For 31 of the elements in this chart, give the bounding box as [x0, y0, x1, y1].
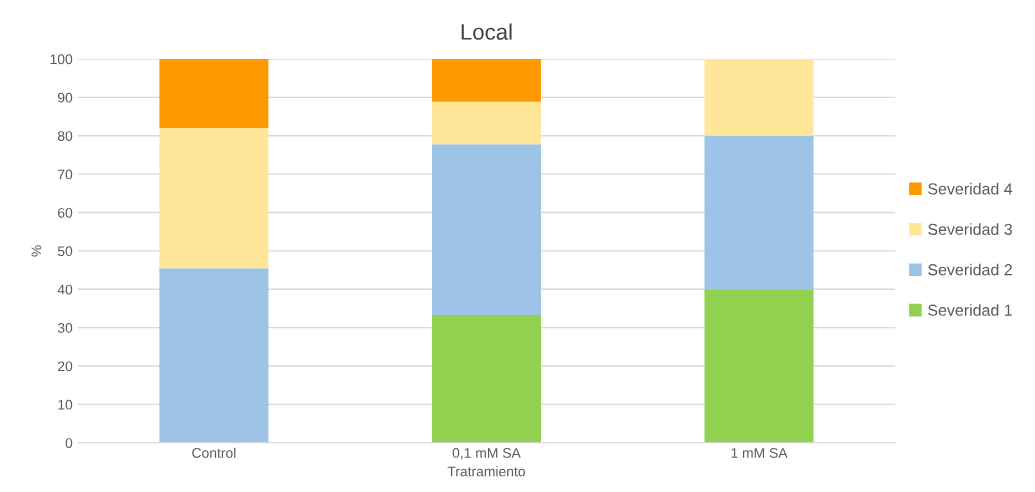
- y-tick-label: 30: [57, 323, 73, 333]
- y-tick-label: 0: [65, 438, 73, 448]
- x-tick-label: Control: [192, 447, 236, 458]
- x-tick-label: 1 mM SA: [731, 448, 788, 458]
- y-tick-label: 10: [58, 399, 73, 410]
- y-tick-label: 90: [57, 92, 73, 103]
- bar: [159, 268, 269, 443]
- legend-label: Severidad 4: [928, 182, 1013, 195]
- legend-label: Severidad 3: [928, 223, 1012, 235]
- bar: [159, 128, 269, 269]
- bar: [431, 315, 541, 443]
- y-tick-label: 40: [57, 284, 73, 295]
- legend-label: Severidad 1: [928, 304, 1012, 316]
- bar: [704, 59, 814, 136]
- y-tick-label: 70: [58, 169, 73, 180]
- y-tick-label: 80: [57, 131, 73, 141]
- bar: [431, 59, 541, 102]
- bar: [704, 289, 814, 443]
- y-tick-label: 20: [58, 361, 73, 372]
- chart-title: Local: [461, 23, 512, 40]
- bar: [159, 59, 269, 129]
- y-tick-label: 60: [58, 207, 73, 218]
- bar: [704, 135, 814, 290]
- legend-label: Severidad 2: [928, 263, 1012, 276]
- y-tick-label: 100: [50, 54, 73, 65]
- x-axis-title: Tratramiento: [447, 466, 525, 477]
- y-axis-title: %: [31, 245, 42, 257]
- x-tick-label: 0,1 mM SA: [452, 448, 521, 460]
- bar: [431, 101, 541, 145]
- bar: [431, 144, 541, 316]
- y-tick-label: 50: [57, 246, 73, 257]
